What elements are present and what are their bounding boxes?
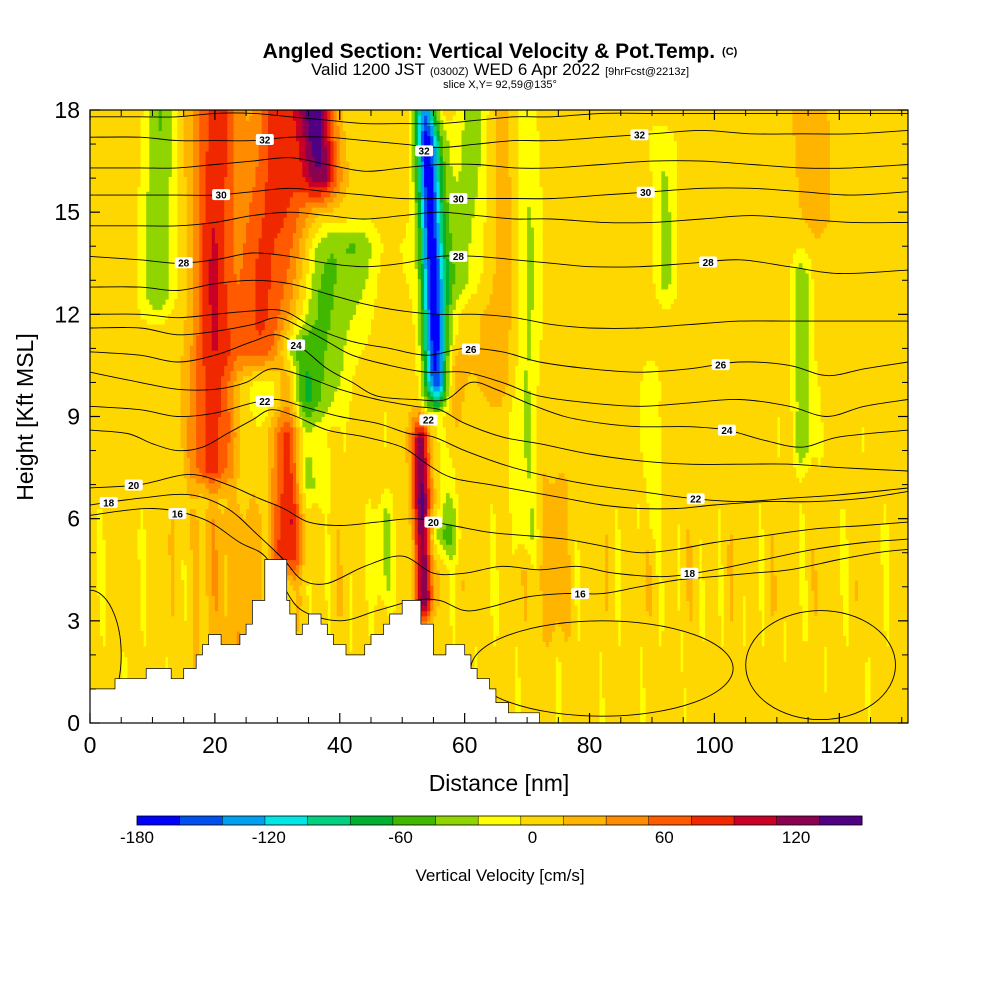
contour-label-20: 20 (124, 479, 143, 492)
colorbar-swatch (691, 816, 735, 825)
colorbar-swatch (776, 816, 820, 825)
contour-label-22: 22 (686, 493, 705, 506)
contour-label-32: 32 (630, 129, 649, 142)
contour-label-30: 30 (212, 189, 231, 201)
chart-title: Angled Section: Vertical Velocity & Pot.… (263, 40, 738, 63)
contour-label-24: 24 (287, 339, 306, 352)
contour-label-30: 30 (636, 186, 655, 199)
theta-contour-29 (90, 211, 908, 227)
contour-labels: 16 16 18 18 20 20 22 22 24 24 26 26 28 28 28 30 30 30 32 32… (99, 129, 736, 600)
colorbar-swatch (264, 816, 308, 825)
colorbar-swatch (606, 816, 650, 825)
colorbar-tick-label: -180 (120, 828, 154, 847)
colorbar-swatch (648, 816, 692, 825)
colorbar-tick-label: 60 (655, 828, 674, 847)
contour-label-18: 18 (99, 497, 118, 509)
colorbar-swatch (563, 816, 607, 825)
contour-label-26: 26 (711, 359, 730, 371)
theta-contour-31 (90, 157, 908, 172)
theta-contour-23 (90, 368, 908, 472)
y-tick-label: 12 (54, 301, 80, 327)
theta-contour-20 (90, 473, 908, 554)
colorbar: -180 -120 -60 0 60 120 (120, 815, 863, 847)
contour-label-28: 28 (449, 250, 468, 263)
contour-label-oblique: 22 (419, 414, 438, 427)
contour-label-28: 28 (699, 256, 718, 269)
theta-contour-bubble-0 (90, 589, 122, 721)
terrain (90, 559, 908, 723)
x-axis-label: Distance [nm] (429, 770, 570, 796)
colorbar-swatch (734, 816, 778, 825)
y-tick-label: 0 (67, 710, 80, 736)
colorbar-swatch (478, 816, 522, 825)
colorbar-tick-label: -60 (388, 828, 413, 847)
x-tick-label: 80 (577, 732, 603, 758)
chart-subtitle: Valid 1200 JST (0300Z) WED 6 Apr 2022 [9hrF… (311, 60, 689, 79)
colorbar-swatch (819, 816, 863, 825)
terrain-profile (90, 559, 908, 723)
theta-contour-bubble-2 (745, 610, 896, 721)
colorbar-swatch (222, 816, 266, 825)
y-tick-label: 18 (54, 97, 80, 123)
contour-label-30: 30 (449, 193, 468, 205)
colorbar-swatch (137, 816, 181, 825)
contour-label-32: 32 (255, 134, 274, 146)
x-tick-label: 100 (695, 732, 733, 758)
theta-contour-25 (90, 317, 908, 417)
x-tick-label: 40 (327, 732, 353, 758)
contour-label-28: 28 (174, 257, 193, 270)
y-tick-label: 15 (54, 199, 80, 225)
colorbar-swatch (392, 816, 436, 825)
y-axis-label: Height [Kft MSL] (12, 333, 38, 500)
theta-contour-33 (90, 112, 908, 125)
y-tick-label: 3 (67, 608, 80, 634)
colorbar-swatch (435, 816, 479, 825)
x-tick-label: 60 (452, 732, 478, 758)
x-tick-label: 0 (84, 732, 97, 758)
colorbar-swatch (520, 816, 564, 825)
colorbar-swatch (179, 816, 223, 825)
y-tick-label: 9 (67, 404, 80, 430)
axes: 0 20 40 60 80 100 120 0 3 6 9 12 15 18 (54, 97, 908, 758)
contour-label-26: 26 (461, 343, 480, 356)
contour-label-22: 22 (255, 395, 274, 408)
x-tick-label: 20 (202, 732, 228, 758)
contour-label-24: 24 (717, 424, 736, 437)
theta-contour-32 (90, 129, 908, 148)
colorbar-label: Vertical Velocity [cm/s] (415, 866, 584, 885)
colorbar-tick-label: 0 (528, 828, 537, 847)
slice-info: slice X,Y= 92,59@135° (443, 79, 557, 91)
colorbar-tick-label: 120 (782, 828, 810, 847)
plot-area: 16 16 18 18 20 20 22 22 24 24 26 26 28 28 28 30 30 30 32 32… (90, 110, 908, 723)
theta-contour-27 (90, 279, 908, 329)
y-tick-label: 6 (67, 506, 80, 532)
theta-contour-18 (90, 493, 908, 585)
contour-label-oblique: 32 (415, 145, 434, 158)
theta-contour-21 (90, 409, 908, 510)
contour-label-16: 16 (571, 588, 590, 600)
contour-label-16: 16 (168, 508, 187, 520)
theta-contour-16 (90, 508, 908, 622)
colorbar-swatch (307, 816, 351, 825)
x-tick-label: 120 (820, 732, 858, 758)
colorbar-swatch (350, 816, 394, 825)
colorbar-tick-label: -120 (252, 828, 286, 847)
contour-label-20: 20 (424, 516, 443, 529)
contour-label-18: 18 (680, 567, 699, 580)
theta-contour-22 (90, 398, 908, 503)
